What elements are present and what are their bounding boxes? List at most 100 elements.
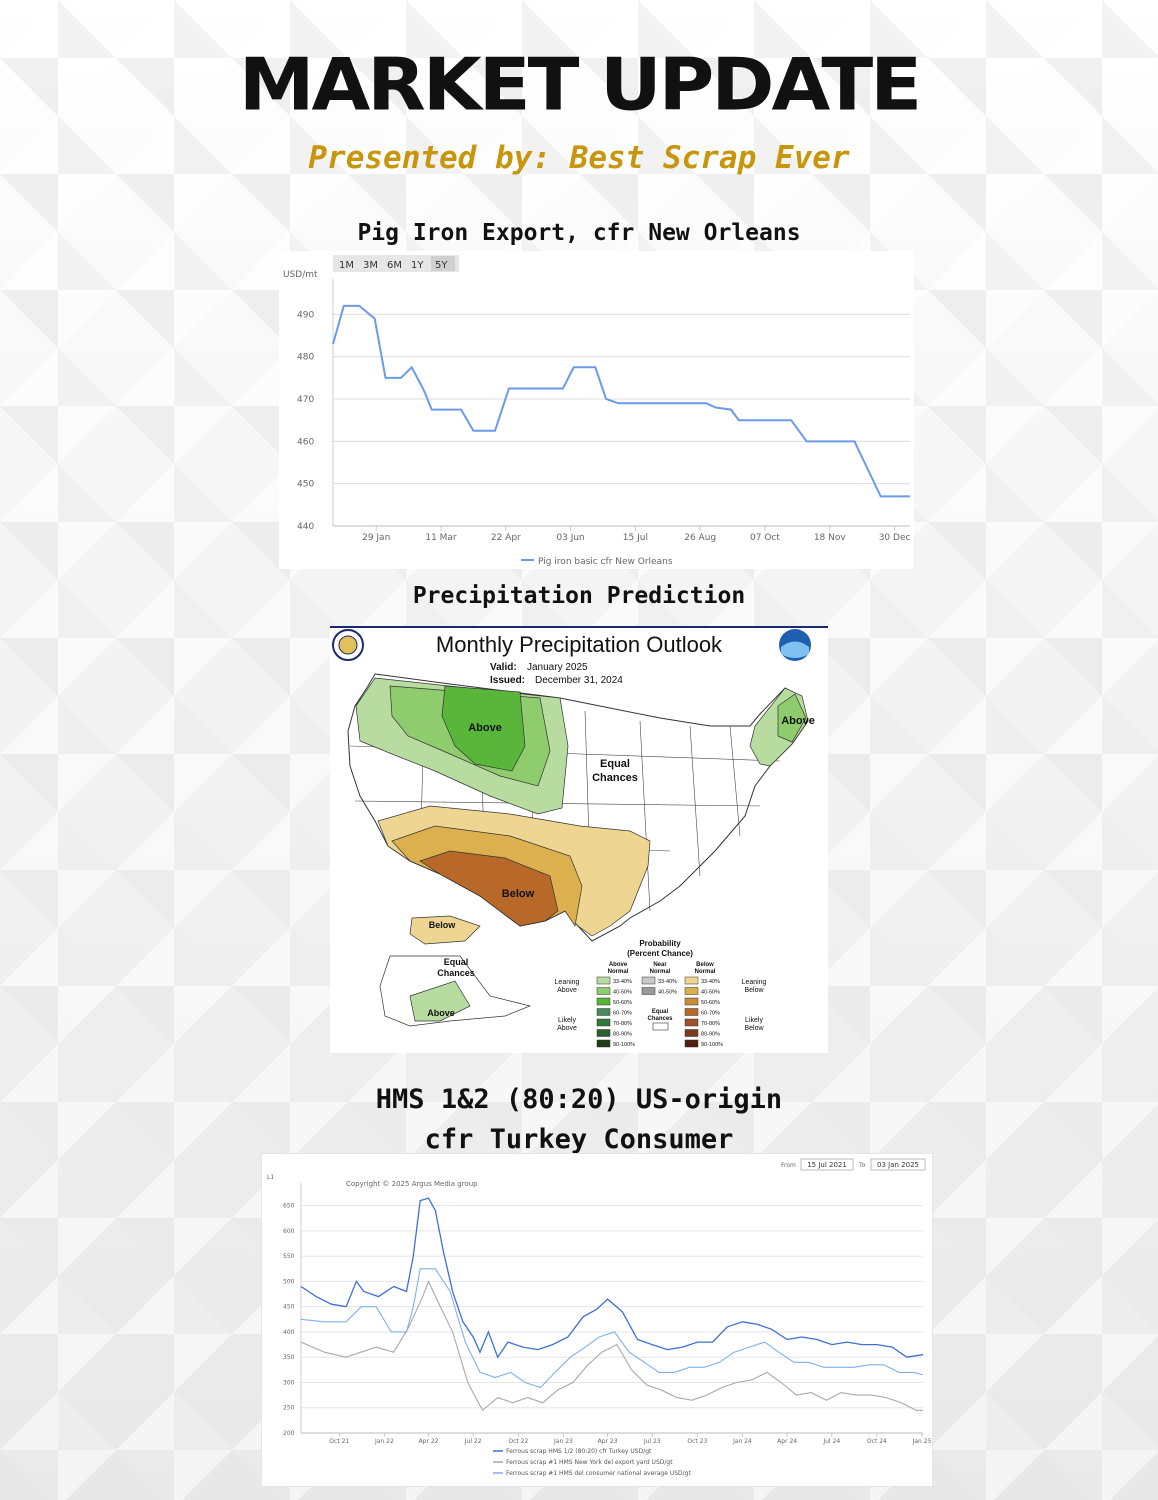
pig-iron-heading: Pig Iron Export, cfr New Orleans [357,220,801,246]
legend-likely-above-2: Above [557,1025,577,1032]
x-tick-label: Jan 23 [553,1438,573,1445]
legend-swatch-near [641,976,656,985]
legend-label[interactable]: Pig iron basic cfr New Orleans [538,557,673,567]
x-tick-label: 11 Mar [425,533,457,543]
x-tick-label: Jan 24 [732,1438,752,1445]
page-title: MARKET UPDATE [238,42,922,127]
pig-iron-chart: 1M 3M 6M 1Y 5Y USD/mt 440 450 460 470 480 490 29 J… [279,251,914,569]
precipitation-map: Monthly Precipitation Outlook Valid: Jan… [330,626,828,1053]
legend-swatch-below [684,976,699,985]
y-tick-label: 450 [283,1304,295,1311]
valid-label: Valid: [490,662,517,673]
legend-label[interactable]: Ferrous scrap #1 HMS del consumer nation… [506,1470,691,1477]
legend-row-above: 50-60% [613,1000,632,1006]
legend-col-below-1: Below [696,962,714,968]
from-date-input[interactable] [800,1158,854,1171]
y-tick-label: 490 [297,310,314,320]
x-tick-label: Apr 22 [419,1438,439,1445]
to-date-value[interactable]: 03 Jan 2025 [877,1161,919,1169]
issued-value: December 31, 2024 [535,675,623,686]
below-hawaii-region [409,915,481,945]
legend-row-below: 50-60% [701,1000,720,1006]
x-tick-label: Jan 22 [374,1438,394,1445]
legend-row-near: 33-40% [658,979,677,985]
valid-value: January 2025 [527,662,588,673]
hms-heading: HMS 1&2 (80:20) US-origin cfr Turkey Con… [0,1080,1158,1160]
range-selector [333,255,459,272]
y-tick-label: 200 [283,1430,295,1437]
noaa-logo-icon [779,629,811,661]
legend-swatch-above [596,987,611,995]
range-button-5y[interactable]: 5Y [435,260,448,271]
doc-seal-icon [332,629,364,661]
legend-equal-2: Chances [647,1016,673,1022]
label-above-ne: Above [781,715,815,727]
x-tick-label: Oct 21 [329,1438,349,1445]
legend-label[interactable]: Ferrous scrap HMS 1/2 (80:20) cfr Turkey… [506,1448,652,1455]
legend-row-below: 40-50% [701,990,720,996]
hms-chart: From 15 Jul 2021 To 03 Jan 2025 L1 Copyr… [260,1152,934,1488]
legend-label[interactable]: Ferrous scrap #1 HMS New York del export… [506,1459,673,1466]
legend-swatch-above [596,976,611,985]
label-equal-ak-2: Chances [437,968,475,978]
range-button-1y[interactable]: 1Y [411,260,424,271]
y-axis-label: L1 [267,1174,274,1181]
map-title: Monthly Precipitation Outlook [436,632,723,657]
x-tick-label: Apr 23 [598,1438,618,1445]
above-nw-dark [441,685,526,772]
y-tick-label: 480 [297,353,314,363]
legend-likely-above-1: Likely [558,1017,576,1024]
x-tick-label: Oct 22 [508,1438,528,1445]
to-label: To [858,1162,866,1169]
range-button-3m[interactable]: 3M [363,260,378,271]
issued-label: Issued: [490,675,525,686]
y-tick-label: 650 [283,1203,295,1210]
x-tick-label: Jul 23 [643,1438,661,1445]
hms-heading-line2: cfr Turkey Consumer [424,1124,734,1155]
label-equal-ak-1: Equal [444,957,469,967]
hms-consumer-series-line [300,1268,924,1389]
range-button-1m[interactable]: 1M [339,260,354,271]
range-button-6m[interactable]: 6M [387,260,402,271]
legend-row-above: 40-50% [613,990,632,996]
from-date-value[interactable]: 15 Jul 2021 [807,1161,847,1169]
to-date-input[interactable] [870,1158,926,1171]
legend-swatch-above [596,1039,611,1048]
legend-swatch-below [684,1018,699,1027]
y-tick-label: 250 [283,1405,295,1412]
precip-heading: Precipitation Prediction [412,583,746,609]
legend-row-below: 70-80% [701,1021,720,1027]
label-below-sw: Below [502,888,535,900]
precipitation-map-svg: Monthly Precipitation Outlook Valid: Jan… [330,626,828,1048]
x-tick-label: Apr 24 [777,1438,797,1445]
legend-row-below: 80-90% [701,1032,720,1038]
x-tick-label: 15 Jul [623,533,648,543]
x-tick-label: 22 Apr [491,533,521,543]
x-tick-label: 26 Aug [684,533,716,543]
label-above-nw: Above [468,722,502,734]
y-tick-label: 300 [283,1379,295,1386]
legend-swatch-below [684,1029,699,1037]
y-tick-label: 500 [283,1278,295,1285]
x-tick-label: 29 Jan [362,533,390,543]
legend-swatch-above [596,1029,611,1037]
x-tick-label: 18 Nov [814,533,847,543]
x-tick-label: Oct 23 [687,1438,707,1445]
legend-equal-1: Equal [652,1009,669,1015]
precip-legend: Probability (Percent Chance) Above Norma… [555,939,767,1048]
hms-chart-svg: From 15 Jul 2021 To 03 Jan 2025 L1 Copyr… [260,1152,934,1488]
legend-row-below: 60-70% [701,1011,720,1017]
above-alaska [409,980,471,1022]
legend-likely-below-2: Below [744,1025,764,1032]
x-tick-label: 30 Dec [879,533,911,543]
legend-swatch-above [596,997,611,1006]
x-tick-label: 07 Oct [750,533,780,543]
x-tick-label: 03 Jun [556,533,584,543]
x-tick-label: Jul 24 [822,1438,840,1445]
page-subtitle: Presented by: Best Scrap Ever [308,140,850,176]
legend-col-near-1: Near [653,962,667,968]
label-equal-main-1: Equal [600,758,630,770]
legend-col-above-2: Normal [608,969,629,975]
legend-swatch-below [684,1008,699,1016]
below-sw-dark [419,850,559,927]
